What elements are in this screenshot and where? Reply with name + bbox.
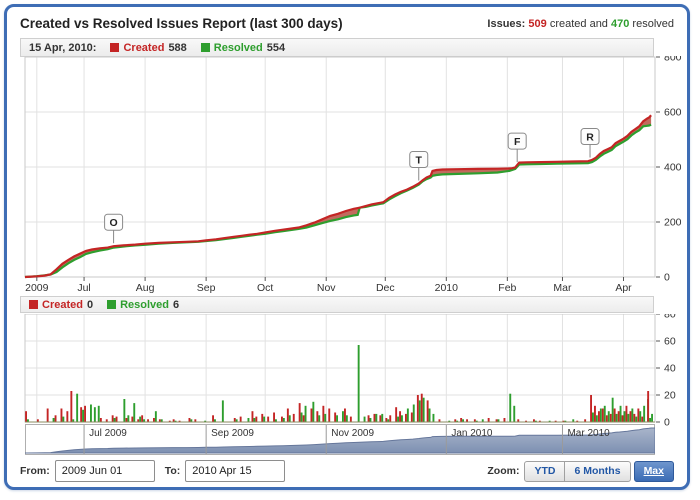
- svg-text:Mar 2010: Mar 2010: [567, 428, 610, 439]
- issues-summary: Issues: 509 created and 470 resolved: [487, 18, 674, 30]
- svg-text:T: T: [416, 155, 423, 167]
- report-header: Created vs Resolved Issues Report (last …: [20, 13, 674, 35]
- issues-summary-prefix: Issues:: [487, 18, 526, 30]
- svg-text:2009: 2009: [25, 282, 49, 294]
- svg-text:800: 800: [664, 56, 682, 64]
- to-label: To:: [164, 465, 181, 477]
- created-line: [24, 114, 652, 279]
- navigator-area: [25, 427, 655, 454]
- svg-text:F: F: [514, 136, 521, 148]
- legend-created-label[interactable]: Created: [123, 41, 165, 54]
- cumulative-issues-chart[interactable]: O T F R 0 200 400 600 800 2009 Jul Aug Sep Oct Nov Dec 2…: [7, 56, 687, 296]
- zoom-ytd-button[interactable]: YTD: [524, 460, 566, 482]
- to-date-input[interactable]: [185, 460, 286, 482]
- created-swatch-icon: [110, 43, 120, 52]
- issues-resolved-count: 470: [611, 18, 630, 30]
- svg-text:Nov: Nov: [317, 282, 336, 294]
- daily-legend-created-value: 0: [86, 298, 94, 311]
- legend-resolved-label[interactable]: Resolved: [213, 41, 263, 54]
- svg-text:60: 60: [664, 336, 676, 348]
- from-label: From:: [20, 465, 50, 477]
- svg-text:Nov 2009: Nov 2009: [331, 428, 374, 439]
- svg-text:600: 600: [664, 107, 682, 119]
- date-range-toolbar: From: To: Zoom: YTD 6 Months Max: [20, 459, 674, 483]
- svg-text:Jul 2009: Jul 2009: [89, 428, 127, 439]
- resolved-swatch-icon: [200, 43, 210, 52]
- legend-resolved-value: 554: [266, 41, 286, 54]
- svg-text:0: 0: [664, 417, 670, 427]
- svg-text:0: 0: [664, 272, 670, 284]
- svg-text:200: 200: [664, 217, 682, 229]
- svg-text:20: 20: [664, 390, 676, 402]
- svg-text:Mar: Mar: [553, 282, 572, 294]
- main-chart-legend: 15 Apr, 2010: Created 588 Resolved 554: [20, 38, 654, 57]
- svg-text:Jan 2010: Jan 2010: [451, 428, 493, 439]
- svg-text:400: 400: [664, 162, 682, 174]
- created-swatch-icon: [29, 300, 38, 309]
- svg-text:Apr: Apr: [615, 282, 632, 294]
- flag-T[interactable]: T: [409, 151, 429, 181]
- from-date-input[interactable]: [54, 460, 155, 482]
- svg-text:Sep 2009: Sep 2009: [211, 428, 254, 439]
- legend-date: 15 Apr, 2010:: [29, 41, 97, 54]
- svg-text:Feb: Feb: [498, 282, 516, 294]
- zoom-label: Zoom:: [487, 465, 520, 477]
- timeline-navigator[interactable]: Jul 2009 Sep 2009 Nov 2009 Jan 2010 Mar 2010: [25, 424, 655, 455]
- svg-text:O: O: [110, 217, 118, 229]
- legend-created-value: 588: [168, 41, 187, 54]
- svg-text:R: R: [586, 132, 594, 144]
- daily-legend-resolved-value: 6: [173, 298, 180, 311]
- svg-text:2010: 2010: [435, 282, 459, 294]
- daily-legend-created-label[interactable]: Created: [42, 298, 83, 311]
- daily-chart-legend: Created 0 Resolved 6: [20, 296, 654, 313]
- report-title: Created vs Resolved Issues Report (last …: [20, 16, 343, 31]
- zoom-controls: Zoom: YTD 6 Months Max: [487, 460, 674, 482]
- issues-summary-mid: created and: [549, 18, 608, 30]
- created-vs-resolved-report-panel: Created vs Resolved Issues Report (last …: [4, 4, 690, 490]
- daily-bars: [25, 345, 653, 423]
- flag-R[interactable]: R: [580, 128, 600, 158]
- flag-O[interactable]: O: [104, 213, 124, 244]
- resolved-swatch-icon: [107, 300, 117, 309]
- daily-issues-bar-chart[interactable]: 0 20 40 60 80: [7, 314, 687, 426]
- zoom-max-button[interactable]: Max: [633, 460, 674, 482]
- zoom-6months-button[interactable]: 6 Months: [564, 460, 631, 482]
- daily-legend-resolved-label[interactable]: Resolved: [120, 298, 170, 311]
- svg-text:Dec: Dec: [376, 282, 395, 294]
- svg-text:Jul: Jul: [77, 282, 90, 294]
- svg-text:80: 80: [664, 314, 676, 321]
- flag-F[interactable]: F: [507, 132, 527, 163]
- issues-created-count: 509: [528, 18, 547, 30]
- svg-text:Aug: Aug: [136, 282, 155, 294]
- svg-text:Oct: Oct: [257, 282, 273, 294]
- svg-text:Sep: Sep: [197, 282, 216, 294]
- issues-summary-suffix: resolved: [632, 18, 674, 30]
- svg-text:40: 40: [664, 363, 676, 375]
